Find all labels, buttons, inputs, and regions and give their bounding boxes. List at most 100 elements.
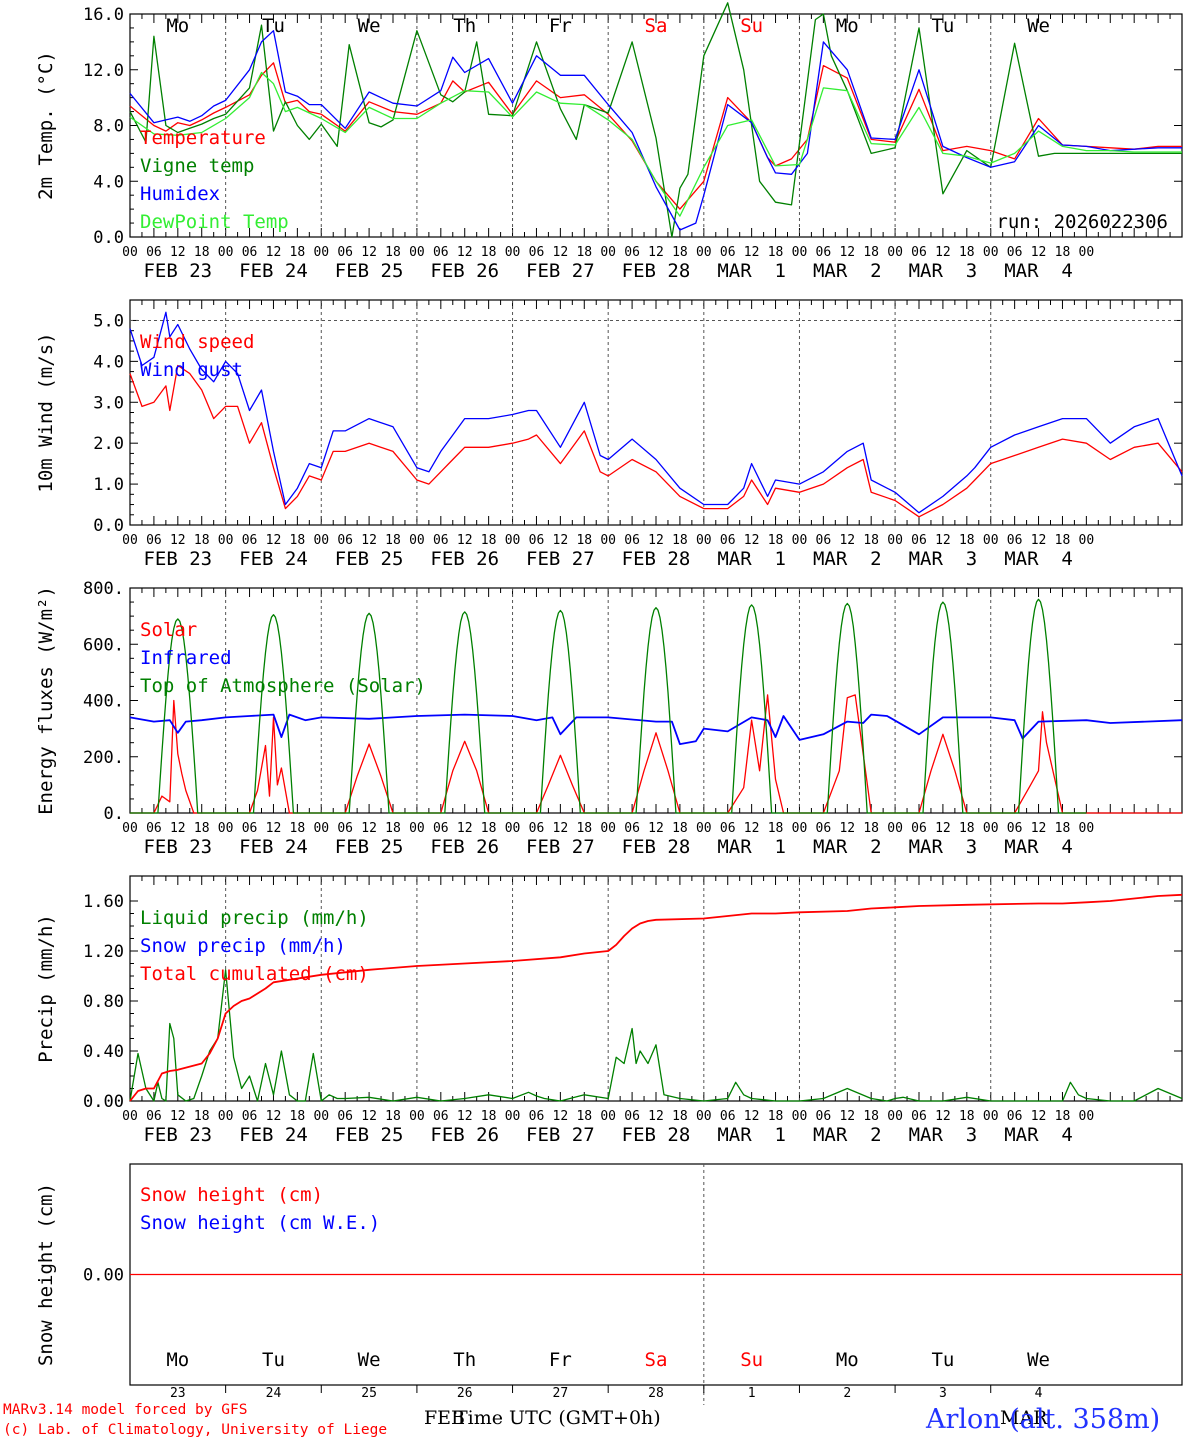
hour-label: 00 xyxy=(600,1109,616,1124)
weekday-label: Sa xyxy=(645,1349,668,1371)
date-label: FEB 25 xyxy=(335,548,404,570)
hour-label: 18 xyxy=(768,1109,784,1124)
series-humidex xyxy=(129,30,1182,231)
hour-label: 12 xyxy=(457,821,473,836)
legend-entry: Snow height (cm) xyxy=(140,1184,323,1206)
hour-label: 18 xyxy=(863,533,879,548)
hour-label: 18 xyxy=(1055,821,1071,836)
hour-label: 12 xyxy=(1031,1109,1047,1124)
date-label: FEB 28 xyxy=(622,836,691,858)
hour-label: 18 xyxy=(576,245,592,260)
y-tick-label: 2.0 xyxy=(93,434,124,454)
hour-label: 18 xyxy=(959,1109,975,1124)
hour-label: 00 xyxy=(313,245,329,260)
date-label: FEB 27 xyxy=(526,260,595,282)
y-tick-label: 0. xyxy=(104,804,124,824)
hour-label: 06 xyxy=(911,821,927,836)
hour-label: 18 xyxy=(290,533,306,548)
hour-label: 06 xyxy=(624,533,640,548)
hour-label: 12 xyxy=(361,821,377,836)
hour-label: 12 xyxy=(266,533,282,548)
day-number: 26 xyxy=(457,1386,473,1401)
hour-label: 18 xyxy=(672,245,688,260)
hour-label: 06 xyxy=(720,1109,736,1124)
hour-label: 18 xyxy=(385,821,401,836)
hour-label: 12 xyxy=(839,245,855,260)
legend-entry: Temperature xyxy=(140,127,266,149)
hour-label: 06 xyxy=(433,1109,449,1124)
date-label: FEB 25 xyxy=(335,1124,404,1146)
hour-label: 18 xyxy=(194,821,210,836)
series-infrared xyxy=(129,713,1183,745)
hour-label: 00 xyxy=(887,1109,903,1124)
hour-label: 12 xyxy=(1031,821,1047,836)
hour-label: 12 xyxy=(648,245,664,260)
hour-label: 12 xyxy=(553,1109,569,1124)
hour-label: 12 xyxy=(266,1109,282,1124)
hour-label: 12 xyxy=(170,245,186,260)
hour-label: 00 xyxy=(313,533,329,548)
date-label: MAR 2 xyxy=(813,836,882,858)
hour-label: 06 xyxy=(624,1109,640,1124)
legend-entry: Vigne temp xyxy=(140,155,254,177)
hour-label: 12 xyxy=(361,245,377,260)
hour-label: 00 xyxy=(696,245,712,260)
hour-label: 12 xyxy=(935,1109,951,1124)
series-temperature xyxy=(129,62,1182,210)
hour-label: 18 xyxy=(385,533,401,548)
hour-label: 18 xyxy=(672,821,688,836)
day-number: 23 xyxy=(170,1386,186,1401)
hour-label: 12 xyxy=(170,533,186,548)
hour-label: 06 xyxy=(720,245,736,260)
hour-label: 00 xyxy=(792,245,808,260)
date-label: FEB 23 xyxy=(143,260,212,282)
weekday-label: Mo xyxy=(166,15,189,37)
date-label: MAR 4 xyxy=(1004,548,1073,570)
legend-entry: Total cumulated (cm) xyxy=(140,963,369,985)
legend-entry: Infrared xyxy=(140,647,232,669)
hour-label: 00 xyxy=(218,533,234,548)
hour-label: 12 xyxy=(744,533,760,548)
legend-entry: DewPoint Temp xyxy=(140,211,289,233)
hour-label: 00 xyxy=(122,821,138,836)
credit-line-1: MARv3.14 model forced by GFS xyxy=(3,1402,247,1418)
hour-label: 00 xyxy=(409,1109,425,1124)
hour-label: 06 xyxy=(911,533,927,548)
hour-label: 00 xyxy=(505,245,521,260)
weekday-label: We xyxy=(358,15,381,37)
hour-label: 06 xyxy=(1007,1109,1023,1124)
hour-label: 18 xyxy=(959,533,975,548)
hour-label: 18 xyxy=(768,533,784,548)
hour-label: 18 xyxy=(385,245,401,260)
hour-label: 12 xyxy=(170,1109,186,1124)
series-solar xyxy=(130,694,1182,814)
y-tick-label: 12.0 xyxy=(83,61,124,81)
hour-label: 12 xyxy=(170,821,186,836)
hour-label: 06 xyxy=(242,821,258,836)
hour-label: 00 xyxy=(792,533,808,548)
hour-label: 18 xyxy=(1055,245,1071,260)
y-axis-title: 10m Wind (m/s) xyxy=(35,332,57,492)
hour-label: 12 xyxy=(839,1109,855,1124)
hour-label: 06 xyxy=(720,821,736,836)
hour-label: 00 xyxy=(218,245,234,260)
hour-label: 06 xyxy=(337,245,353,260)
hour-label: 00 xyxy=(1079,533,1095,548)
hour-label: 00 xyxy=(1079,821,1095,836)
run-label: run: 2026022306 xyxy=(996,211,1168,233)
weekday-label: Th xyxy=(453,1349,476,1371)
date-label: MAR 4 xyxy=(1004,836,1073,858)
hour-label: 12 xyxy=(1031,245,1047,260)
hour-label: 06 xyxy=(1007,821,1023,836)
hour-label: 18 xyxy=(481,821,497,836)
weekday-label: Tu xyxy=(262,15,285,37)
hour-label: 18 xyxy=(863,1109,879,1124)
plot-frame xyxy=(129,587,1183,814)
y-tick-label: 0.80 xyxy=(83,992,124,1012)
hour-label: 00 xyxy=(887,533,903,548)
hour-label: 06 xyxy=(146,533,162,548)
hour-label: 00 xyxy=(887,245,903,260)
day-number: 4 xyxy=(1035,1386,1043,1401)
hour-label: 12 xyxy=(839,821,855,836)
